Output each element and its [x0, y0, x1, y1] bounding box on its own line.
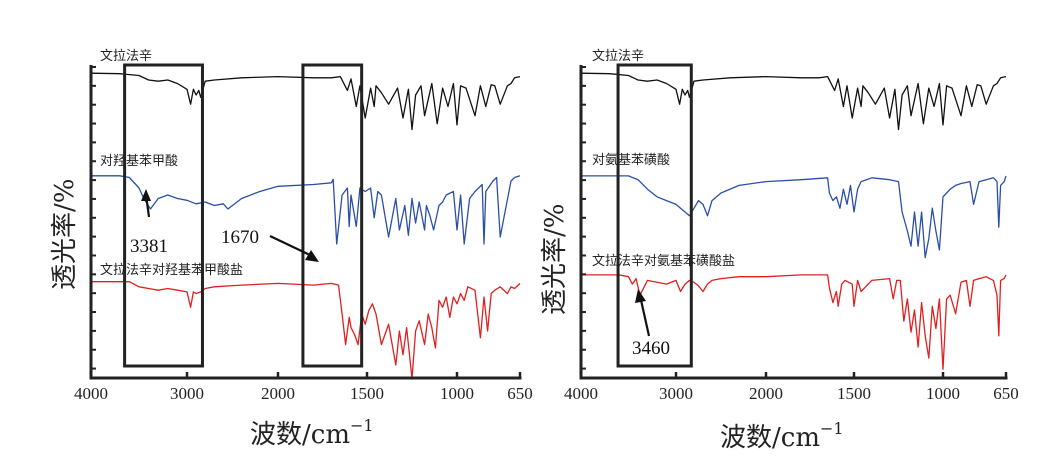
annotation-arrow-1670: [269, 235, 313, 257]
series-layer-right: [580, 72, 1007, 370]
x-tick-label: 1500: [350, 384, 384, 403]
panel-right: 4000 3000 2000 1500 1000 650 文拉法辛 对氨基苯磺酸 文拉法辛…: [540, 49, 1019, 453]
x-tick-label: 3000: [659, 384, 693, 403]
annotation-label-1670: 1670: [221, 227, 259, 248]
series-label-salt: 文拉法辛对羟基苯甲酸盐: [100, 263, 243, 278]
axis-layer-right: 4000 3000 2000 1500 1000 650: [564, 65, 1019, 403]
x-tick-label: 1000: [926, 384, 960, 403]
highlight-box-layer-left: [123, 63, 364, 368]
series-label-salt: 文拉法辛对氨基苯磺酸盐: [592, 254, 735, 269]
x-tick-label: 4000: [564, 384, 598, 403]
series-label-sulfanilic-acid: 对氨基苯磺酸: [592, 153, 670, 168]
annotation-label-3381: 3381: [130, 236, 168, 257]
y-axis-title-left: 透光率/%: [50, 179, 80, 290]
x-tick-label: 4000: [74, 384, 108, 403]
series-layer-left: [90, 72, 521, 380]
annotation-3460: 3460: [632, 289, 670, 359]
series-line-1: [581, 175, 1007, 259]
axis-layer-left: 4000 3000 2000 1500 1000 650: [74, 65, 533, 403]
arrowhead-icon: [635, 289, 646, 303]
x-tick-label: 2000: [749, 384, 783, 403]
annotation-1670: 1670: [221, 227, 319, 262]
series-label-hydroxybenzoic-acid: 对羟基苯甲酸: [100, 154, 178, 169]
highlight-box: [123, 63, 204, 368]
annotation-label-3460: 3460: [632, 338, 670, 359]
x-axis-title-right: 波数/cm−1: [720, 419, 844, 453]
x-axis-title-superscript: −1: [350, 416, 374, 435]
x-axis-title-text: 波数/cm: [250, 420, 350, 450]
series-label-venlafaxine: 文拉法辛: [100, 49, 152, 64]
y-axis-title-right: 透光率/%: [540, 204, 570, 315]
annotation-arrow-3460: [639, 299, 651, 337]
x-tick-label: 650: [993, 384, 1019, 403]
x-tick-label: 650: [507, 384, 533, 403]
highlight-box-layer-right: [616, 63, 693, 368]
series-line-1: [91, 175, 521, 245]
series-line-2: [581, 274, 1007, 370]
series-label-layer-left: 文拉法辛 对羟基苯甲酸 文拉法辛对羟基苯甲酸盐: [100, 49, 243, 278]
annotation-3381: 3381: [130, 189, 168, 257]
arrowhead-icon: [305, 250, 319, 262]
arrowhead-icon: [141, 189, 151, 201]
highlight-box: [301, 63, 364, 368]
panel-left: 4000 3000 2000 1500 1000 650 文拉法辛 对羟基苯甲酸 文拉法辛…: [50, 49, 533, 450]
x-tick-label: 3000: [170, 384, 204, 403]
x-axis-title-left: 波数/cm−1: [250, 416, 374, 450]
series-label-venlafaxine: 文拉法辛: [592, 49, 644, 64]
highlight-box: [616, 63, 693, 368]
series-line-2: [91, 281, 521, 380]
x-axis-title-superscript: −1: [820, 419, 844, 438]
x-tick-label: 2000: [261, 384, 295, 403]
series-label-layer-right: 文拉法辛 对氨基苯磺酸 文拉法辛对氨基苯磺酸盐: [592, 49, 735, 269]
x-tick-label: 1500: [837, 384, 871, 403]
x-axis-title-text: 波数/cm: [720, 423, 820, 453]
series-line-0: [90, 72, 521, 131]
x-tick-label: 1000: [440, 384, 474, 403]
series-line-0: [580, 72, 1007, 131]
